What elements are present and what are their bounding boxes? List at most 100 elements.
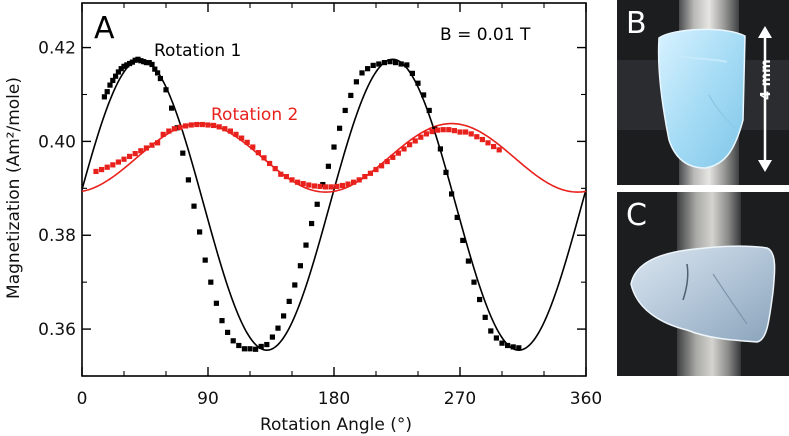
data-point-rotation-2 — [244, 139, 250, 145]
data-point-rotation-1 — [115, 69, 121, 75]
data-point-rotation-1 — [460, 237, 466, 244]
data-point-rotation-1 — [127, 60, 133, 67]
fit-curve-rotation-2 — [81, 122, 587, 193]
data-point-rotation-2 — [115, 159, 121, 165]
data-point-rotation-2 — [463, 129, 469, 135]
magnetization-chart: 0 90 180 270 360 0.36 0.38 0.40 0.42 A B = 0.01 … — [4, 2, 602, 435]
data-point-rotation-2 — [317, 183, 323, 190]
data-point-rotation-1 — [180, 150, 186, 156]
panel-label-b: B — [626, 6, 647, 41]
data-point-rotation-1 — [488, 328, 494, 334]
data-point-rotation-2 — [132, 151, 138, 157]
data-point-rotation-2 — [457, 129, 463, 135]
scale-arrow-down-icon — [758, 160, 772, 172]
data-point-rotation-2 — [295, 179, 301, 185]
data-point-rotation-2 — [491, 143, 497, 150]
data-point-rotation-1 — [381, 59, 387, 66]
data-point-rotation-2 — [239, 135, 245, 141]
data-point-rotation-2 — [194, 121, 200, 128]
data-point-rotation-2 — [379, 163, 385, 169]
data-point-rotation-2 — [127, 153, 133, 160]
data-point-rotation-1 — [230, 338, 236, 344]
data-point-rotation-1 — [185, 177, 191, 183]
data-point-rotation-2 — [188, 122, 194, 128]
data-point-rotation-2 — [233, 131, 239, 137]
data-point-rotation-1 — [320, 181, 326, 188]
y-tick-label: 0.38 — [38, 226, 76, 246]
data-point-rotation-2 — [166, 128, 172, 134]
data-point-rotation-2 — [435, 127, 441, 133]
data-point-rotation-2 — [250, 144, 256, 150]
data-point-rotation-1 — [241, 346, 247, 352]
data-point-rotation-1 — [264, 341, 270, 348]
data-point-rotation-2 — [283, 174, 289, 180]
data-point-rotation-1 — [393, 59, 399, 66]
data-point-rotation-2 — [149, 142, 155, 148]
data-point-rotation-1 — [449, 191, 455, 197]
data-point-rotation-1 — [269, 334, 275, 340]
data-point-rotation-2 — [289, 177, 295, 183]
data-point-rotation-1 — [107, 82, 113, 88]
data-point-rotation-2 — [104, 164, 110, 170]
data-point-rotation-2 — [440, 127, 446, 133]
data-point-rotation-2 — [351, 179, 357, 185]
sample-photo-b: B 4 mm — [617, 0, 789, 185]
data-point-rotation-2 — [345, 181, 351, 187]
data-point-rotation-2 — [138, 148, 144, 154]
data-point-rotation-2 — [110, 162, 116, 168]
data-point-rotation-2 — [300, 181, 306, 187]
data-point-rotation-1 — [505, 342, 511, 349]
data-point-rotation-2 — [485, 140, 491, 146]
data-point-rotation-1 — [110, 77, 116, 84]
series-label-rotation-1: Rotation 1 — [154, 41, 241, 61]
data-point-rotation-2 — [121, 156, 127, 162]
data-point-rotation-1 — [143, 59, 149, 66]
data-point-rotation-1 — [376, 61, 382, 67]
data-point-rotation-1 — [437, 146, 443, 152]
x-axis-title: Rotation Angle (°) — [260, 415, 412, 435]
data-point-rotation-2 — [155, 140, 161, 146]
data-point-rotation-1 — [121, 63, 127, 69]
data-point-rotation-1 — [309, 220, 315, 227]
data-point-rotation-1 — [510, 344, 516, 350]
data-point-rotation-1 — [146, 59, 152, 66]
data-point-rotation-1 — [432, 126, 438, 132]
data-point-rotation-1 — [404, 62, 410, 68]
series-label-rotation-2: Rotation 2 — [211, 105, 298, 125]
data-point-rotation-1 — [477, 296, 483, 303]
data-point-rotation-2 — [278, 171, 284, 177]
sample-photo-c: C — [617, 192, 789, 376]
data-point-rotation-2 — [272, 166, 278, 172]
data-point-rotation-1 — [426, 107, 432, 114]
data-point-rotation-1 — [236, 342, 242, 349]
data-point-rotation-2 — [211, 122, 217, 129]
panel-label-c: C — [626, 198, 647, 233]
data-point-rotation-2 — [390, 154, 396, 160]
x-tick-label: 0 — [77, 389, 88, 409]
data-point-rotation-1 — [365, 66, 371, 72]
data-point-rotation-1 — [101, 94, 107, 100]
data-point-rotation-1 — [258, 343, 264, 350]
data-point-rotation-1 — [124, 62, 130, 68]
data-point-rotation-1 — [348, 92, 354, 99]
data-point-rotation-1 — [421, 92, 427, 98]
data-point-rotation-1 — [409, 70, 415, 76]
data-point-rotation-1 — [275, 325, 281, 331]
data-point-rotation-2 — [474, 134, 480, 140]
data-point-rotation-1 — [141, 59, 147, 65]
scale-arrow-up-icon — [758, 26, 772, 38]
data-point-rotation-1 — [499, 340, 505, 346]
data-point-rotation-2 — [339, 182, 345, 189]
data-point-rotation-2 — [261, 155, 267, 161]
data-point-rotation-2 — [451, 128, 457, 134]
data-point-rotation-2 — [401, 146, 407, 152]
data-point-rotation-1 — [155, 70, 161, 76]
data-point-rotation-2 — [328, 184, 334, 190]
data-point-rotation-1 — [138, 58, 144, 64]
data-point-rotation-2 — [496, 147, 502, 153]
y-tick-label: 0.40 — [38, 132, 76, 152]
data-point-rotation-2 — [205, 122, 211, 128]
data-point-rotation-1 — [132, 57, 138, 63]
data-point-rotation-1 — [225, 329, 231, 335]
data-point-rotation-1 — [149, 61, 155, 68]
